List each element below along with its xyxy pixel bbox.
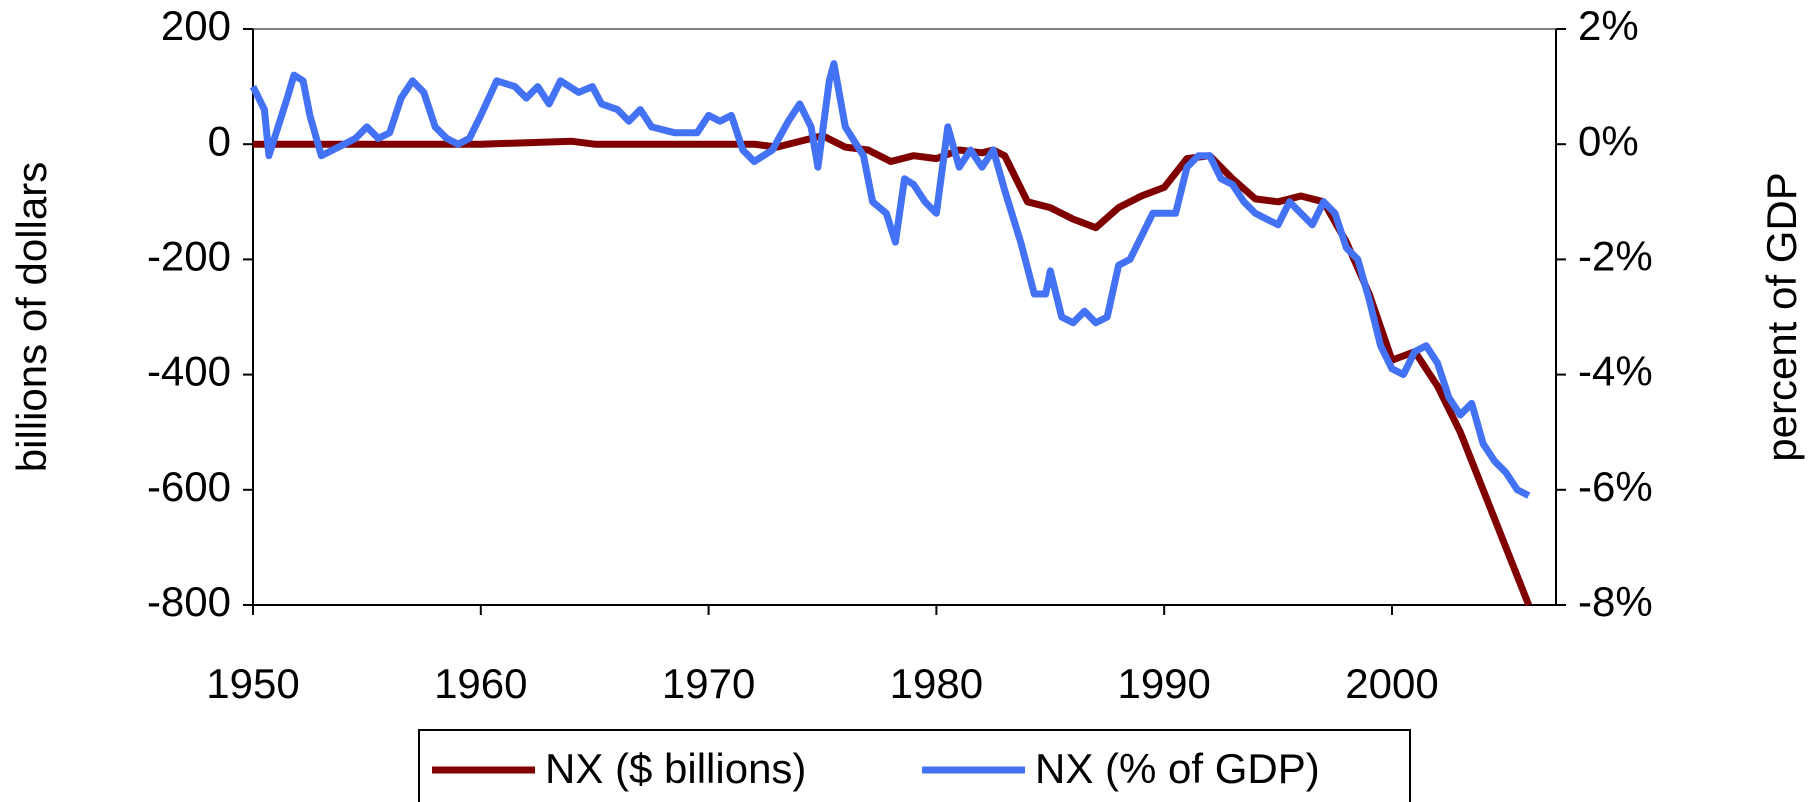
y2-tick-label: -8% — [1578, 578, 1653, 625]
y-tick-label: 200 — [161, 2, 231, 49]
x-tick-label: 1990 — [1117, 660, 1210, 707]
legend — [418, 729, 1411, 802]
y2-tick-label: -2% — [1578, 232, 1653, 279]
plot-area — [252, 28, 1557, 606]
y-tick-label: -800 — [147, 578, 231, 625]
legend-label: NX ($ billions) — [545, 745, 806, 792]
x-tick-label: 1970 — [662, 660, 755, 707]
y2-tick-label: 2% — [1578, 2, 1639, 49]
series-line — [249, 60, 1531, 499]
x-tick-label: 1960 — [434, 660, 527, 707]
y-tick-label: 0 — [208, 117, 231, 164]
y-tick-label: -200 — [147, 232, 231, 279]
legend-label: NX (% of GDP) — [1035, 745, 1320, 792]
x-tick-label: 1980 — [890, 660, 983, 707]
y-tick-label: -400 — [147, 348, 231, 395]
y2-axis-title: percent of GDP — [1758, 172, 1805, 461]
x-tick-label: 2000 — [1345, 660, 1438, 707]
x-tick-label: 1950 — [206, 660, 299, 707]
y-tick-label: -600 — [147, 463, 231, 510]
y-axis-title: billions of dollars — [8, 162, 55, 473]
y2-tick-label: -4% — [1578, 348, 1653, 395]
y2-tick-label: 0% — [1578, 117, 1639, 164]
y2-tick-label: -6% — [1578, 463, 1653, 510]
